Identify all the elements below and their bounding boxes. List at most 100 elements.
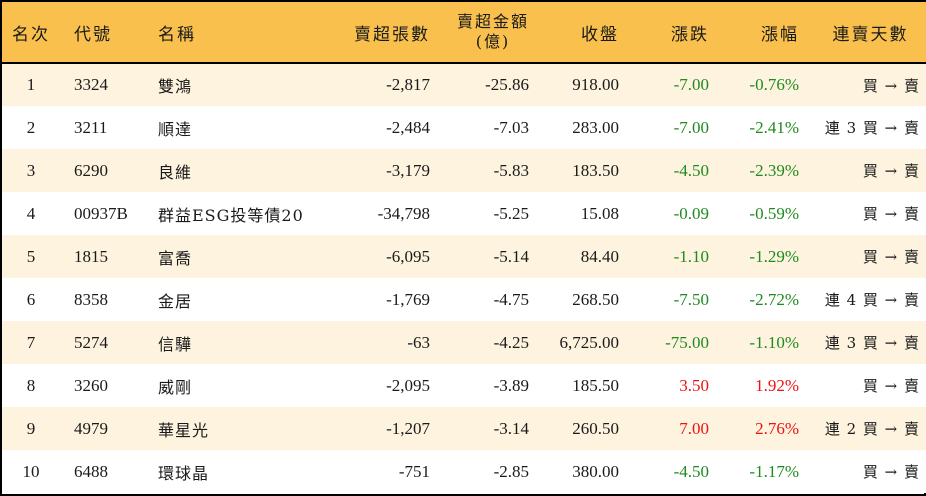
- cell-net-sell-amount: -4.75: [493, 289, 529, 309]
- cell-net-sell-volume: -3,179: [386, 160, 430, 180]
- table-row: 3 6290 良維 -3,179 -5.83 183.50 -4.50 -2.3…: [2, 149, 926, 192]
- cell-change-pct: -2.72%: [749, 289, 799, 309]
- cell-change: -0.09: [673, 203, 709, 223]
- cell-net-sell-volume: -1,769: [386, 289, 430, 309]
- cell-net-sell-volume: -1,207: [386, 418, 430, 438]
- cell-code: 5274: [74, 332, 108, 352]
- cell-close: 268.50: [572, 289, 619, 309]
- cell-change-pct: -2.39%: [749, 160, 799, 180]
- cell-net-sell-volume: -63: [407, 332, 430, 352]
- table-row: 8 3260 威剛 -2,095 -3.89 185.50 3.50 1.92%…: [2, 364, 926, 407]
- header-net-sell-volume: 賣超張數: [354, 24, 430, 45]
- cell-name: 金居: [158, 291, 193, 311]
- header-net-sell-amount: 賣超金額 (億): [430, 2, 529, 63]
- cell-net-sell-amount: -25.86: [485, 75, 529, 94]
- cell-net-sell-amount: -3.14: [493, 418, 529, 438]
- cell-net-sell-amount: -2.85: [493, 461, 529, 481]
- cell-close: 283.00: [572, 117, 619, 137]
- cell-net-sell-amount: -4.25: [493, 332, 529, 352]
- cell-close: 84.40: [580, 246, 619, 266]
- cell-streak: 買 → 賣: [862, 205, 920, 223]
- cell-streak: 買 → 賣: [862, 463, 920, 481]
- cell-close: 6,725.00: [559, 332, 620, 352]
- cell-change-pct: -0.76%: [749, 75, 799, 94]
- cell-change: 3.50: [679, 375, 709, 395]
- header-code: 代號: [74, 24, 112, 45]
- cell-name: 信驊: [158, 334, 193, 354]
- cell-change: -7.00: [673, 117, 709, 137]
- cell-rank: 7: [26, 332, 36, 352]
- cell-change: -7.00: [673, 75, 709, 94]
- cell-name: 雙鴻: [158, 77, 193, 96]
- cell-rank: 2: [26, 117, 36, 137]
- cell-code: 6290: [74, 160, 108, 180]
- header-rank: 名次: [12, 24, 50, 45]
- table-row: 5 1815 富喬 -6,095 -5.14 84.40 -1.10 -1.29…: [2, 235, 926, 278]
- cell-net-sell-volume: -751: [398, 461, 430, 481]
- cell-change: -4.50: [673, 461, 709, 481]
- cell-name: 華星光: [158, 420, 210, 440]
- cell-rank: 8: [26, 375, 36, 395]
- cell-name: 順達: [158, 119, 193, 139]
- header-net-sell-amount-label: 賣超金額 (億): [457, 12, 529, 52]
- cell-change-pct: -1.29%: [749, 246, 799, 266]
- cell-net-sell-amount: -5.83: [493, 160, 529, 180]
- cell-change-pct: 1.92%: [755, 375, 799, 395]
- cell-streak: 買 → 賣: [862, 162, 920, 180]
- cell-streak: 連 3 買 → 賣: [824, 334, 920, 352]
- cell-name: 威剛: [158, 377, 193, 397]
- cell-rank: 3: [26, 160, 36, 180]
- cell-close: 918.00: [572, 75, 619, 94]
- header-close: 收盤: [581, 24, 619, 45]
- cell-close: 260.50: [572, 418, 619, 438]
- cell-close: 15.08: [580, 203, 619, 223]
- cell-net-sell-volume: -6,095: [386, 246, 430, 266]
- table-row: 9 4979 華星光 -1,207 -3.14 260.50 7.00 2.76…: [2, 407, 926, 450]
- cell-net-sell-amount: -7.03: [493, 117, 529, 137]
- cell-change: -4.50: [673, 160, 709, 180]
- cell-rank: 4: [26, 203, 36, 223]
- table-row: 4 00937B 群益ESG投等債20 -34,798 -5.25 15.08 …: [2, 192, 926, 235]
- cell-rank: 10: [22, 461, 40, 481]
- cell-net-sell-amount: -5.14: [493, 246, 529, 266]
- cell-net-sell-amount: -5.25: [493, 203, 529, 223]
- cell-net-sell-volume: -34,798: [377, 203, 430, 223]
- header-change: 漲跌: [671, 24, 709, 45]
- table-header: 名次 代號 名稱 賣超張數 賣超金額 (億) 收盤 漲跌 漲幅 連賣天數: [2, 2, 926, 63]
- cell-change-pct: -2.41%: [749, 117, 799, 137]
- cell-streak: 買 → 賣: [862, 248, 920, 266]
- header-name: 名稱: [158, 24, 196, 45]
- cell-code: 6488: [74, 461, 108, 481]
- cell-net-sell-amount: -3.89: [493, 375, 529, 395]
- cell-code: 3211: [74, 117, 108, 137]
- cell-rank: 1: [26, 75, 36, 94]
- cell-rank: 9: [26, 418, 36, 438]
- cell-net-sell-volume: -2,095: [386, 375, 430, 395]
- header-net-sell-amount-line1: 賣超金額: [456, 12, 529, 31]
- cell-change-pct: -1.10%: [749, 332, 799, 352]
- header-row: 名次 代號 名稱 賣超張數 賣超金額 (億) 收盤 漲跌 漲幅 連賣天數: [2, 2, 926, 63]
- table-row: 10 6488 環球晶 -751 -2.85 380.00 -4.50 -1.1…: [2, 450, 926, 493]
- cell-rank: 6: [26, 289, 36, 309]
- cell-change: 7.00: [679, 418, 709, 438]
- cell-code: 3324: [74, 75, 108, 94]
- table-row: 6 8358 金居 -1,769 -4.75 268.50 -7.50 -2.7…: [2, 278, 926, 321]
- table-row: 2 3211 順達 -2,484 -7.03 283.00 -7.00 -2.4…: [2, 106, 926, 149]
- cell-code: 8358: [74, 289, 108, 309]
- cell-change: -75.00: [665, 332, 709, 352]
- cell-close: 185.50: [572, 375, 619, 395]
- cell-streak: 連 2 買 → 賣: [824, 420, 920, 438]
- cell-change-pct: 2.76%: [755, 418, 799, 438]
- cell-name: 環球晶: [158, 463, 210, 483]
- cell-name: 良維: [158, 162, 193, 182]
- cell-streak: 買 → 賣: [862, 377, 920, 395]
- header-streak: 連賣天數: [832, 24, 909, 45]
- cell-code: 3260: [74, 375, 108, 395]
- cell-change-pct: -0.59%: [749, 203, 799, 223]
- cell-streak: 買 → 賣: [862, 76, 920, 95]
- table-body: 1 3324 雙鴻 -2,817 -25.86 918.00 -7.00 -0.…: [2, 63, 926, 493]
- cell-close: 183.50: [572, 160, 619, 180]
- cell-change: -1.10: [673, 246, 709, 266]
